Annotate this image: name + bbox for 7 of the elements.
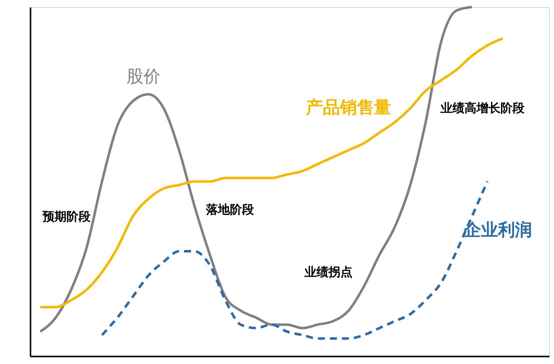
series-label: 企业利润 bbox=[463, 220, 532, 240]
annotation: 预期阶段 bbox=[42, 209, 92, 224]
annotation: 落地阶段 bbox=[204, 202, 255, 216]
annotation: 业绩高增长阶段 bbox=[440, 101, 526, 116]
series-label: 产品销售量 bbox=[305, 98, 392, 118]
series-label: 股价 bbox=[126, 66, 161, 87]
annotation: 业绩拐点 bbox=[304, 265, 353, 280]
